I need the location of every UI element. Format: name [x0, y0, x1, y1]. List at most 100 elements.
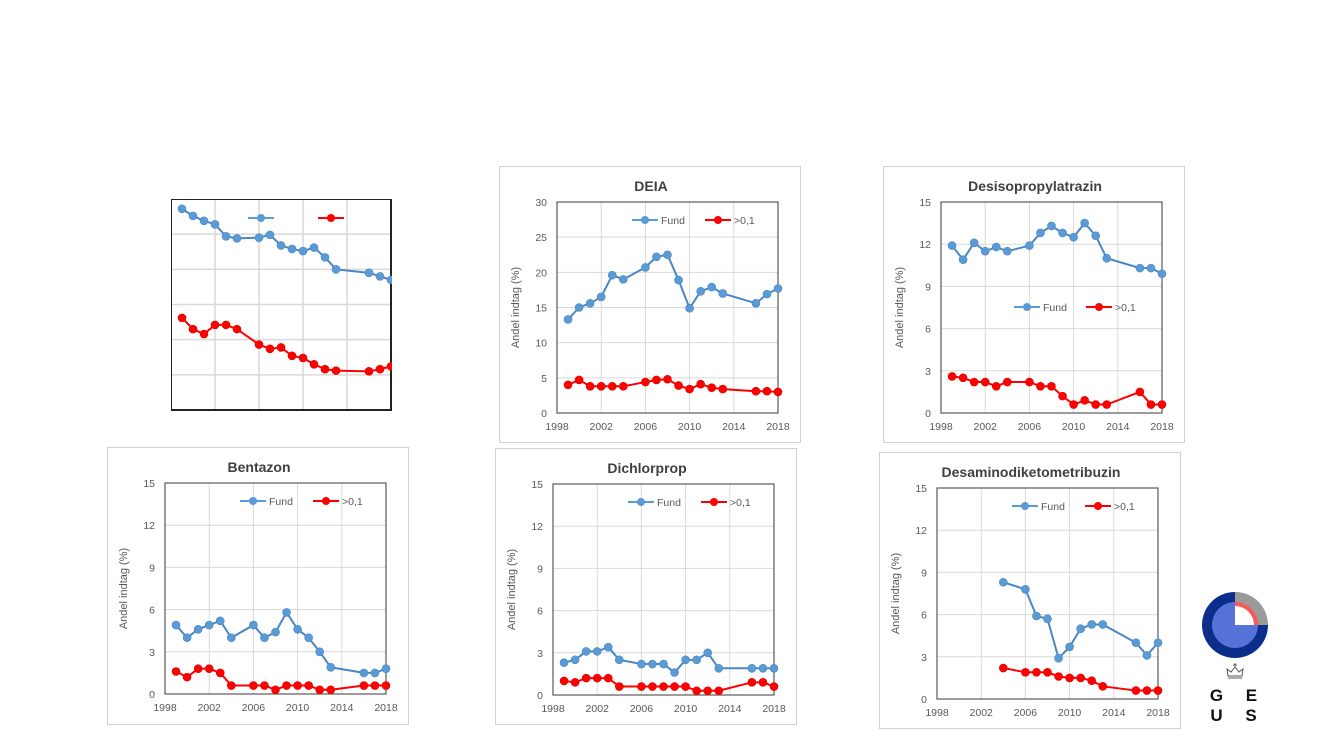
data-point-fund: [1091, 231, 1100, 241]
data-point-fund: [177, 204, 187, 214]
y-tick-label: 9: [537, 563, 543, 575]
legend-swatch-marker: [249, 497, 257, 505]
data-point-exceed: [375, 364, 385, 374]
data-point-fund: [585, 298, 595, 308]
y-tick-label: 12: [531, 521, 543, 533]
data-point-exceed: [574, 375, 584, 385]
legend-label: Fund: [1041, 501, 1065, 513]
data-point-fund: [663, 250, 672, 260]
data-point-fund: [570, 655, 580, 665]
data-point-exceed: [670, 682, 679, 691]
data-point-exceed: [221, 320, 231, 330]
data-point-fund: [747, 663, 757, 673]
data-point-exceed: [287, 351, 297, 361]
data-point-fund: [221, 231, 231, 241]
chart-svg-desisopropylatrazin: Desisopropylatrazin Andel indtag (%) 1998 2…: [894, 178, 1174, 433]
data-point-exceed: [707, 383, 716, 392]
data-point-exceed: [359, 681, 369, 690]
data-point-exceed: [648, 682, 657, 691]
data-point-fund: [1021, 584, 1030, 594]
x-tick-label: 2010: [674, 703, 698, 715]
geus-logo-text: G E U S: [1209, 686, 1267, 725]
data-point-fund: [309, 243, 319, 252]
y-tick-label: 3: [925, 366, 931, 378]
data-point-exceed: [615, 682, 624, 691]
data-point-exceed: [227, 681, 236, 690]
data-point-exceed: [298, 353, 308, 363]
data-point-exceed: [751, 386, 761, 396]
data-point-exceed: [703, 686, 712, 696]
geus-logo: G E U S: [1190, 588, 1280, 725]
data-point-fund: [199, 216, 209, 226]
y-tick-label: 0: [541, 408, 547, 420]
data-point-fund: [359, 668, 369, 678]
data-point-exceed: [177, 313, 187, 323]
legend-label: Fund: [661, 215, 685, 227]
data-point-fund: [714, 663, 724, 673]
data-point-exceed: [1131, 686, 1141, 695]
data-point-exceed: [769, 682, 779, 691]
data-point-fund: [603, 642, 613, 652]
data-point-fund: [193, 624, 203, 634]
legend-label: >0,1: [734, 215, 755, 227]
data-point-exceed: [696, 379, 705, 389]
data-point-exceed: [641, 377, 650, 387]
x-tick-label: 2014: [1106, 421, 1130, 433]
data-point-exceed: [320, 364, 330, 374]
data-point-fund: [254, 233, 264, 242]
x-tick-label: 2006: [1014, 707, 1038, 719]
data-point-fund: [1146, 263, 1156, 273]
data-point-exceed: [1146, 400, 1156, 409]
data-point-fund: [232, 234, 242, 243]
data-point-exceed: [1021, 667, 1030, 677]
data-point-exceed: [381, 681, 391, 690]
data-point-exceed: [592, 673, 602, 683]
x-tick-label: 2002: [586, 703, 610, 715]
data-point-fund: [648, 659, 657, 669]
data-point-exceed: [304, 681, 313, 690]
legend-label: >0,1: [1115, 302, 1136, 314]
x-tick-label: 2018: [374, 702, 398, 714]
data-point-exceed: [1080, 396, 1089, 405]
data-point-exceed: [364, 367, 374, 376]
data-point-exceed: [182, 672, 192, 682]
data-point-exceed: [718, 384, 728, 394]
data-point-fund: [375, 272, 385, 281]
x-tick-label: 2018: [762, 703, 786, 715]
data-point-fund: [1032, 611, 1041, 621]
y-tick-label: 12: [915, 525, 927, 537]
data-point-exceed: [249, 681, 258, 690]
data-point-fund: [260, 633, 269, 643]
data-point-exceed: [1025, 377, 1034, 387]
chart-desisopropylatrazin: Desisopropylatrazin Andel indtag (%) 1998 2…: [883, 166, 1185, 443]
x-tick-label: 1998: [925, 707, 949, 719]
y-tick-label: 20: [535, 267, 547, 279]
chart-title: Bentazon: [228, 459, 291, 475]
data-point-fund: [386, 275, 392, 285]
x-tick-label: 2006: [242, 702, 266, 714]
data-point-fund: [304, 633, 313, 643]
data-point-exceed: [714, 686, 724, 696]
y-tick-label: 12: [143, 520, 155, 532]
data-point-fund: [364, 268, 374, 278]
chart-desaminodiketometribuzin: Desaminodiketometribuzin Andel indtag (%)…: [879, 452, 1181, 729]
data-point-exceed: [659, 682, 668, 691]
data-point-exceed: [171, 667, 181, 676]
data-point-exceed: [386, 362, 392, 371]
data-point-fund: [980, 246, 990, 256]
data-point-exceed: [210, 320, 220, 330]
chart-bentazon: Bentazon Andel indtag (%) 1998 2002 2006 2010…: [107, 447, 409, 725]
data-point-exceed: [315, 685, 324, 695]
data-point-fund: [282, 608, 291, 617]
x-tick-label: 2010: [286, 702, 310, 714]
y-tick-label: 15: [919, 197, 931, 209]
plot-area-frame: [164, 482, 387, 695]
y-tick-label: 3: [537, 648, 543, 660]
y-tick-label: 15: [535, 303, 547, 315]
legend-swatch-marker: [322, 497, 330, 505]
y-tick-label: 6: [921, 610, 927, 622]
x-tick-label: 2006: [634, 421, 658, 433]
data-point-exceed: [570, 678, 580, 687]
data-point-exceed: [265, 344, 275, 354]
y-tick-label: 3: [149, 647, 155, 659]
